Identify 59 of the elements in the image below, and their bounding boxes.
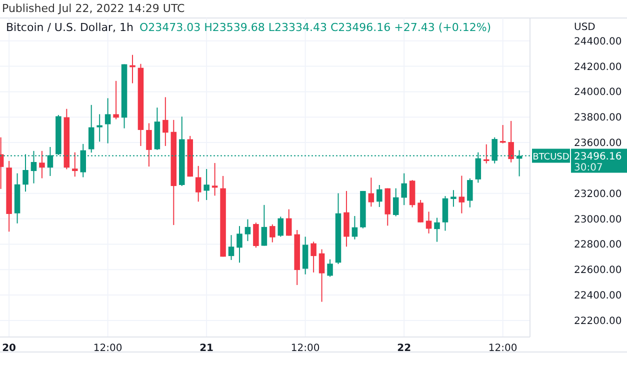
candlestick xyxy=(244,218,251,242)
x-tick-label: 22 xyxy=(397,343,412,354)
candlestick xyxy=(261,204,268,246)
candlestick xyxy=(236,226,242,264)
candlestick xyxy=(146,122,152,168)
y-tick-label: 23600.00 xyxy=(574,138,622,150)
candlestick xyxy=(401,172,407,206)
candlestick xyxy=(426,211,432,234)
candlestick xyxy=(286,208,292,236)
candlestick xyxy=(212,162,218,196)
chart-subtitle: O23473.03 H23539.68 L23334.43 C23496.16 +27.43 (+0.12%) xyxy=(139,21,492,34)
candlestick xyxy=(467,178,473,208)
y-tick-label: 23800.00 xyxy=(574,112,622,124)
candlestick xyxy=(162,96,168,146)
x-tick-label: 12:00 xyxy=(488,343,518,354)
candlestick xyxy=(228,234,234,260)
candlestick xyxy=(458,175,465,214)
text: 30:07 xyxy=(574,162,603,174)
candlestick xyxy=(327,258,333,278)
ref-line-label: BTCUSD xyxy=(532,152,570,163)
candlestick xyxy=(253,222,259,248)
candlestick xyxy=(484,144,490,164)
y-tick-label: 22800.00 xyxy=(574,240,622,251)
chart-title: Bitcoin / U.S. Dollar, 1h xyxy=(6,21,134,34)
candlestick xyxy=(376,184,382,208)
candlestick xyxy=(368,177,374,208)
candlestick xyxy=(392,188,399,217)
candlestick xyxy=(195,165,202,202)
x-tick-label: 12:00 xyxy=(290,343,320,354)
candlestick xyxy=(318,248,325,302)
y-tick-label: 23200.00 xyxy=(574,188,622,200)
candlestick xyxy=(352,216,358,240)
candlestick xyxy=(204,168,210,200)
y-tick-label: 23000.00 xyxy=(574,214,622,226)
text: 23496.16 xyxy=(574,152,622,163)
candlestick xyxy=(278,216,284,238)
x-tick-label: 21 xyxy=(200,343,214,354)
y-tick-label: 22600.00 xyxy=(574,265,622,276)
candlestick xyxy=(434,217,440,242)
y-tick-label: 22200.00 xyxy=(574,316,622,327)
y-tick-label: 24400.00 xyxy=(574,36,622,48)
candlestick xyxy=(270,224,276,243)
candlestick xyxy=(310,241,316,273)
candlestick xyxy=(96,114,102,142)
candlestick xyxy=(508,120,514,163)
candlestick xyxy=(450,190,456,208)
candlestick xyxy=(39,150,45,179)
candlestick xyxy=(104,98,111,144)
y-tick-label: 24000.00 xyxy=(574,87,622,98)
text: Published Jul 22, 2022 14:29 UTC xyxy=(2,2,186,15)
y-tick-label: 22400.00 xyxy=(574,290,622,302)
y-axis-title: USD xyxy=(574,22,596,33)
candlestick xyxy=(113,80,119,120)
candlestick xyxy=(88,104,94,154)
candlestick xyxy=(418,199,424,223)
x-tick-label: 20 xyxy=(2,343,16,354)
y-tick-label: 24200.00 xyxy=(574,62,622,73)
candlestick xyxy=(72,152,78,178)
x-tick-label: 12:00 xyxy=(93,343,122,354)
